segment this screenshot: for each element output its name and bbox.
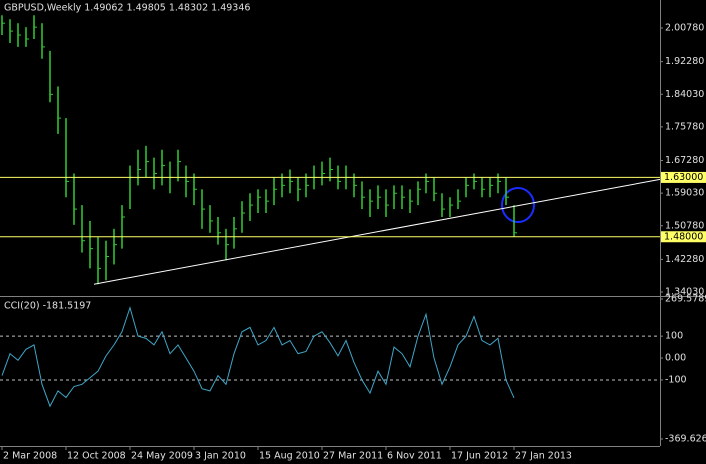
y-tick-label: -100 [665, 374, 687, 385]
cci-line [1, 305, 515, 408]
y-tick-label: 2.00780 [665, 23, 704, 34]
x-tick-label: 17 Jun 2012 [451, 451, 508, 462]
indicator-title: CCI(20) -181.5197 [4, 301, 91, 312]
y-tick-label: 1.84030 [665, 89, 704, 100]
y-tick-label: 100 [665, 331, 683, 342]
x-tick-label: 24 May 2009 [131, 451, 193, 462]
trendline [93, 178, 661, 285]
highlight-circle [501, 187, 535, 223]
y-tick-label: 1.34030 [665, 287, 704, 298]
y-tick-label: 1.50780 [665, 220, 704, 231]
price-label-box [661, 171, 706, 183]
x-tick-label: 27 Mar 2011 [323, 451, 383, 462]
y-tick-label: 0.00 [665, 353, 686, 364]
x-tick-label: 27 Jan 2013 [515, 451, 572, 462]
x-tick-label: 3 Jan 2010 [195, 451, 246, 462]
x-tick-label: 2 Mar 2008 [3, 451, 57, 462]
chart-title: GBPUSD,Weekly 1.49062 1.49805 1.48302 1.… [4, 3, 250, 14]
price-label: 1.63000 [664, 172, 703, 183]
price-label: 1.48000 [664, 231, 703, 242]
x-tick-label: 15 Aug 2010 [259, 451, 320, 462]
y-tick-label: -369.6264 [665, 434, 706, 445]
y-tick-label: 269.5789 [665, 294, 706, 305]
x-tick-label: 12 Oct 2008 [67, 451, 126, 462]
price-label-box [661, 231, 706, 243]
y-tick-label: 1.75780 [665, 121, 704, 132]
y-tick-label: 1.67280 [665, 155, 704, 166]
y-tick-label: 1.92280 [665, 56, 704, 67]
y-tick-label: 1.42280 [665, 254, 704, 265]
x-tick-label: 6 Nov 2011 [387, 451, 442, 462]
y-tick-label: 1.59030 [665, 188, 704, 199]
